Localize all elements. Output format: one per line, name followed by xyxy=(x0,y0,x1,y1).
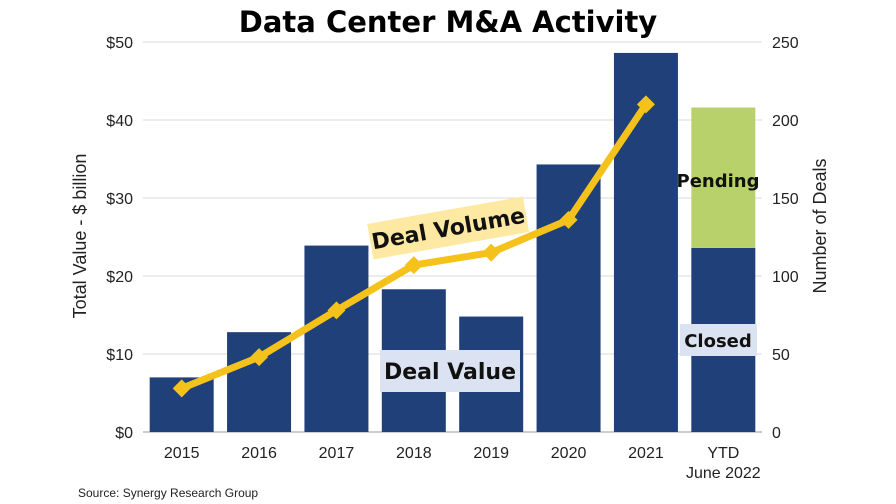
bar-closed xyxy=(304,245,369,432)
x-axis-labels: 2015 2016 2017 2018 2019 2020 2021 YTD June 2022 xyxy=(164,445,761,482)
deal-value-label: Deal Value xyxy=(384,360,516,385)
left-tick-label: $10 xyxy=(106,347,133,364)
x-tick-label: 2017 xyxy=(319,445,355,462)
deal-volume-point xyxy=(172,379,191,398)
right-tick-label: 200 xyxy=(772,113,799,130)
right-tick-label: 250 xyxy=(772,35,799,52)
bar-pending xyxy=(691,107,756,248)
right-axis-ticks: 0 50 100 150 200 250 xyxy=(772,35,799,442)
deal-volume-point xyxy=(404,256,423,275)
deal-volume-point xyxy=(482,243,501,262)
deal-volume-label-bg xyxy=(367,196,530,260)
x-tick-label: 2020 xyxy=(551,445,587,462)
left-tick-label: $20 xyxy=(106,269,133,286)
deal-volume-point xyxy=(559,210,578,229)
left-tick-label: $0 xyxy=(115,425,133,442)
left-tick-label: $40 xyxy=(106,113,133,130)
pending-label: Pending xyxy=(677,171,760,192)
right-tick-label: 100 xyxy=(772,269,799,286)
deal-volume-point xyxy=(327,301,346,320)
chart-title: Data Center M&A Activity xyxy=(239,5,658,39)
x-tick-label: YTD June 2022 xyxy=(686,445,761,482)
x-tick-label: 2016 xyxy=(241,445,277,462)
right-tick-label: 150 xyxy=(772,191,799,208)
x-tick-label: 2015 xyxy=(164,445,200,462)
left-tick-label: $50 xyxy=(106,35,133,52)
right-tick-label: 50 xyxy=(772,347,790,364)
x-tick-label: 2021 xyxy=(628,445,664,462)
x-tick-label: 2018 xyxy=(396,445,432,462)
bar-closed xyxy=(613,52,678,433)
closed-label: Closed xyxy=(684,331,752,352)
source-note: Source: Synergy Research Group xyxy=(78,486,258,500)
deal-value-label-bg xyxy=(380,350,520,392)
left-axis-title: Total Value - $ billion xyxy=(70,154,90,319)
deal-volume-point xyxy=(250,348,269,367)
right-axis-title: Number of Deals xyxy=(810,158,830,293)
right-tick-label: 0 xyxy=(772,425,781,442)
closed-label-bg xyxy=(680,324,757,356)
x-tick-label: 2019 xyxy=(473,445,509,462)
left-axis-ticks: $0 $10 $20 $30 $40 $50 xyxy=(106,35,133,442)
bar-closed xyxy=(536,164,601,432)
deal-volume-point xyxy=(636,95,655,114)
bars xyxy=(149,52,756,433)
left-tick-label: $30 xyxy=(106,191,133,208)
deal-volume-line xyxy=(172,95,655,398)
